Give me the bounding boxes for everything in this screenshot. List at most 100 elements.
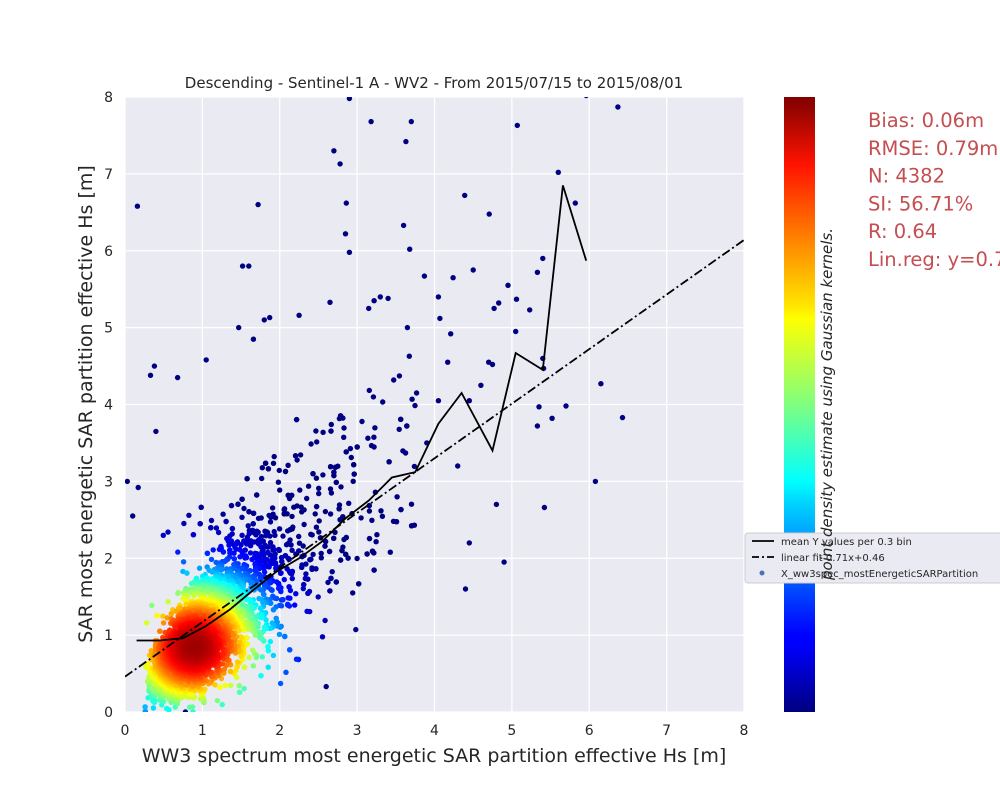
scatter-point <box>380 399 386 405</box>
scatter-point <box>209 569 215 575</box>
linear-fit-line <box>125 239 744 678</box>
stat-line: Bias: 0.06m <box>868 109 984 132</box>
scatter-point <box>450 275 456 281</box>
scatter-point <box>400 448 406 454</box>
stat-line: SI: 56.71% <box>868 192 973 215</box>
scatter-point <box>262 460 269 466</box>
scatter-point <box>489 361 496 368</box>
scatter-point <box>572 200 578 206</box>
scatter-point <box>250 647 256 653</box>
scatter-point <box>346 500 352 506</box>
scatter-point <box>541 504 548 511</box>
scatter-point <box>269 505 276 511</box>
scatter-point <box>267 552 273 558</box>
scatter-point <box>332 464 339 470</box>
scatter-point <box>555 169 561 175</box>
scatter-point <box>183 601 189 607</box>
scatter-point <box>142 708 148 712</box>
scatter-point <box>486 211 492 217</box>
stat-line: Lin.reg: y=0.71x+0.46 <box>868 248 1000 271</box>
scatter-point <box>134 203 141 209</box>
scatter-point <box>190 532 197 538</box>
scatter-point <box>319 634 326 640</box>
scatter-point <box>301 581 307 588</box>
scatter-point <box>287 587 294 594</box>
x-tick-label: 5 <box>507 723 516 739</box>
scatter-point <box>149 602 155 609</box>
scatter-point <box>263 529 269 535</box>
scatter-point <box>491 305 497 312</box>
scatter-point <box>213 525 220 531</box>
scatter-point <box>322 543 328 549</box>
scatter-point <box>435 398 442 404</box>
scatter-point <box>144 620 150 626</box>
scatter-point <box>455 463 461 469</box>
scatter-point <box>235 501 241 507</box>
scatter-point <box>337 161 343 167</box>
scatter-point <box>598 381 604 387</box>
scatter-point <box>191 592 197 599</box>
scatter-point <box>234 674 240 680</box>
scatter-point <box>151 363 158 369</box>
scatter-point <box>247 550 254 556</box>
scatter-point <box>229 525 236 532</box>
scatter-point <box>310 471 316 477</box>
scatter-point <box>160 532 166 538</box>
scatter-point <box>398 506 404 513</box>
scatter-point <box>259 465 265 471</box>
scatter-point <box>411 463 418 470</box>
scatter-point <box>142 704 148 710</box>
scatter-point <box>263 617 269 623</box>
scatter-point <box>252 632 259 638</box>
x-tick-label: 1 <box>198 723 207 739</box>
scatter-point <box>267 519 274 525</box>
legend-frame <box>744 532 1000 584</box>
scatter-point <box>435 294 442 300</box>
scatter-point <box>181 520 187 527</box>
scatter-point <box>297 487 303 493</box>
legend-label-mean: mean Y values per 0.3 bin <box>781 537 912 548</box>
scatter-point <box>513 328 519 335</box>
scatter-point <box>310 551 316 558</box>
scatter-point <box>369 517 375 523</box>
scatter-point <box>204 550 211 556</box>
scatter-point <box>283 669 289 675</box>
scatter-point <box>192 644 198 650</box>
scatter-point <box>160 698 167 705</box>
scatter-point <box>233 546 239 552</box>
scatter-point <box>255 201 261 208</box>
scatter-point <box>276 526 283 532</box>
scatter-point <box>164 705 170 712</box>
scatter-point <box>398 416 404 422</box>
scatter-point <box>341 536 347 543</box>
scatter-point <box>239 532 245 538</box>
scatter-point <box>407 246 413 252</box>
scatter-point <box>413 390 420 396</box>
scatter-point <box>263 532 269 539</box>
scatter-point <box>160 620 167 626</box>
scatter-point <box>371 298 377 304</box>
scatter-point <box>336 415 343 422</box>
scatter-point <box>261 569 268 575</box>
scatter-point <box>293 591 299 597</box>
scatter-point <box>374 532 380 538</box>
scatter-point <box>165 599 171 605</box>
scatter-point <box>396 373 403 379</box>
scatter-point <box>328 421 334 428</box>
scatter-point <box>462 192 468 199</box>
scatter-point <box>328 490 335 496</box>
scatter-point <box>287 647 293 653</box>
scatter-point <box>223 518 229 525</box>
scatter-point <box>466 398 472 404</box>
scatter-point <box>312 511 318 517</box>
scatter-point <box>300 585 306 592</box>
scatter-point <box>445 359 451 365</box>
scatter-point <box>316 518 322 524</box>
scatter-point <box>351 462 357 468</box>
scatter-point <box>351 471 357 477</box>
scatter-point <box>150 705 157 711</box>
scatter-point <box>404 324 411 331</box>
scatter-point <box>316 490 322 497</box>
